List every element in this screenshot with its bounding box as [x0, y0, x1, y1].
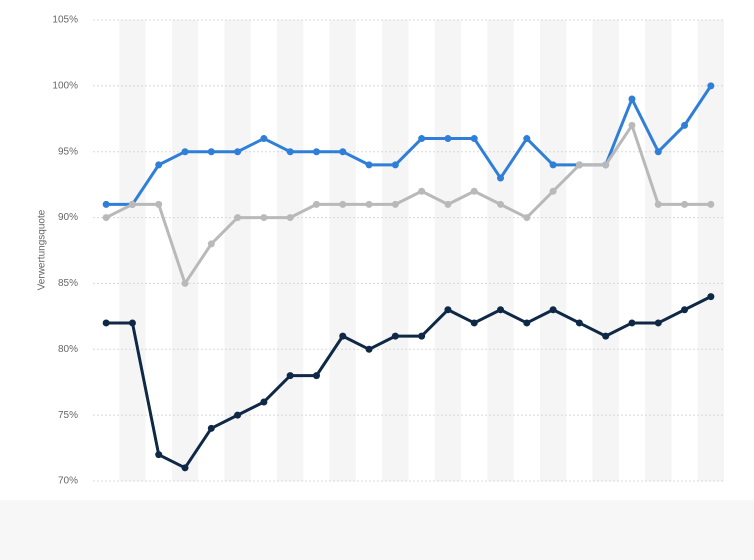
stripe	[171, 20, 199, 481]
y-tick-label: 105%	[52, 15, 78, 26]
data-point	[391, 161, 399, 169]
data-point	[523, 319, 531, 327]
y-tick-label: 100%	[52, 80, 78, 91]
data-point	[418, 332, 426, 340]
stripe	[645, 20, 672, 481]
series-line	[105, 123, 711, 285]
data-point	[286, 214, 294, 222]
data-point	[391, 332, 399, 340]
stripe	[434, 20, 462, 481]
data-point	[654, 148, 662, 156]
data-point	[102, 319, 110, 327]
data-point	[234, 148, 242, 156]
data-point	[155, 161, 163, 169]
data-point	[602, 161, 610, 169]
data-point	[470, 187, 478, 195]
stripe	[382, 20, 409, 481]
data-point	[312, 148, 320, 156]
data-point	[470, 319, 478, 327]
data-point	[128, 319, 136, 327]
data-point	[260, 398, 268, 406]
data-point	[365, 161, 373, 169]
data-point	[549, 187, 557, 195]
series-line	[106, 85, 713, 206]
data-point	[365, 345, 373, 353]
y-axis-label: Verwertungsquote	[37, 209, 48, 290]
data-point	[628, 319, 636, 327]
data-point	[444, 306, 452, 314]
data-point	[444, 135, 452, 143]
data-point	[549, 161, 557, 169]
data-point	[654, 200, 662, 208]
data-point	[497, 174, 505, 182]
data-point	[707, 200, 715, 208]
data-point	[234, 214, 242, 222]
y-tick-label: 95%	[58, 146, 78, 157]
data-point	[181, 148, 189, 156]
stripe	[224, 20, 251, 481]
stripe	[277, 20, 304, 481]
data-point	[523, 214, 531, 222]
data-point	[128, 200, 136, 208]
data-point	[260, 135, 268, 143]
data-point	[234, 411, 242, 419]
y-tick-label: 75%	[58, 410, 78, 421]
data-point	[260, 214, 268, 222]
data-point	[575, 319, 583, 327]
data-point	[339, 200, 347, 208]
data-point	[681, 121, 689, 129]
data-point	[628, 121, 636, 129]
y-tick-label: 80%	[58, 344, 78, 355]
stripe	[329, 20, 356, 481]
data-point	[155, 200, 163, 208]
data-point	[470, 135, 478, 143]
y-tick-label: 70%	[58, 476, 78, 487]
data-point	[707, 293, 715, 301]
stripe	[119, 20, 146, 481]
data-point	[102, 200, 110, 208]
data-point	[102, 214, 110, 222]
data-point	[181, 464, 189, 472]
data-point	[312, 372, 320, 380]
data-point	[207, 148, 215, 156]
data-point	[181, 279, 189, 287]
data-point	[339, 148, 347, 156]
data-point	[312, 200, 320, 208]
data-point	[444, 200, 452, 208]
data-point	[286, 148, 294, 156]
footer-band	[0, 500, 754, 560]
data-point	[707, 82, 715, 90]
data-point	[207, 424, 215, 432]
data-point	[339, 332, 347, 340]
data-point	[207, 240, 215, 248]
data-point	[418, 187, 426, 195]
data-point	[681, 306, 689, 314]
data-point	[628, 95, 636, 103]
data-point	[497, 306, 505, 314]
stripe	[539, 20, 567, 481]
stripe	[592, 20, 619, 481]
data-point	[654, 319, 662, 327]
data-point	[575, 161, 583, 169]
data-point	[523, 135, 531, 143]
data-point	[155, 451, 163, 459]
y-tick-label: 90%	[58, 212, 78, 223]
data-point	[681, 200, 689, 208]
data-point	[365, 200, 373, 208]
data-point	[602, 332, 610, 340]
data-point	[418, 135, 426, 143]
y-tick-label: 85%	[58, 278, 78, 289]
data-point	[497, 200, 505, 208]
series-line	[106, 295, 712, 470]
stripe	[487, 20, 514, 481]
data-point	[391, 200, 399, 208]
data-point	[549, 306, 557, 314]
data-point	[286, 372, 294, 380]
